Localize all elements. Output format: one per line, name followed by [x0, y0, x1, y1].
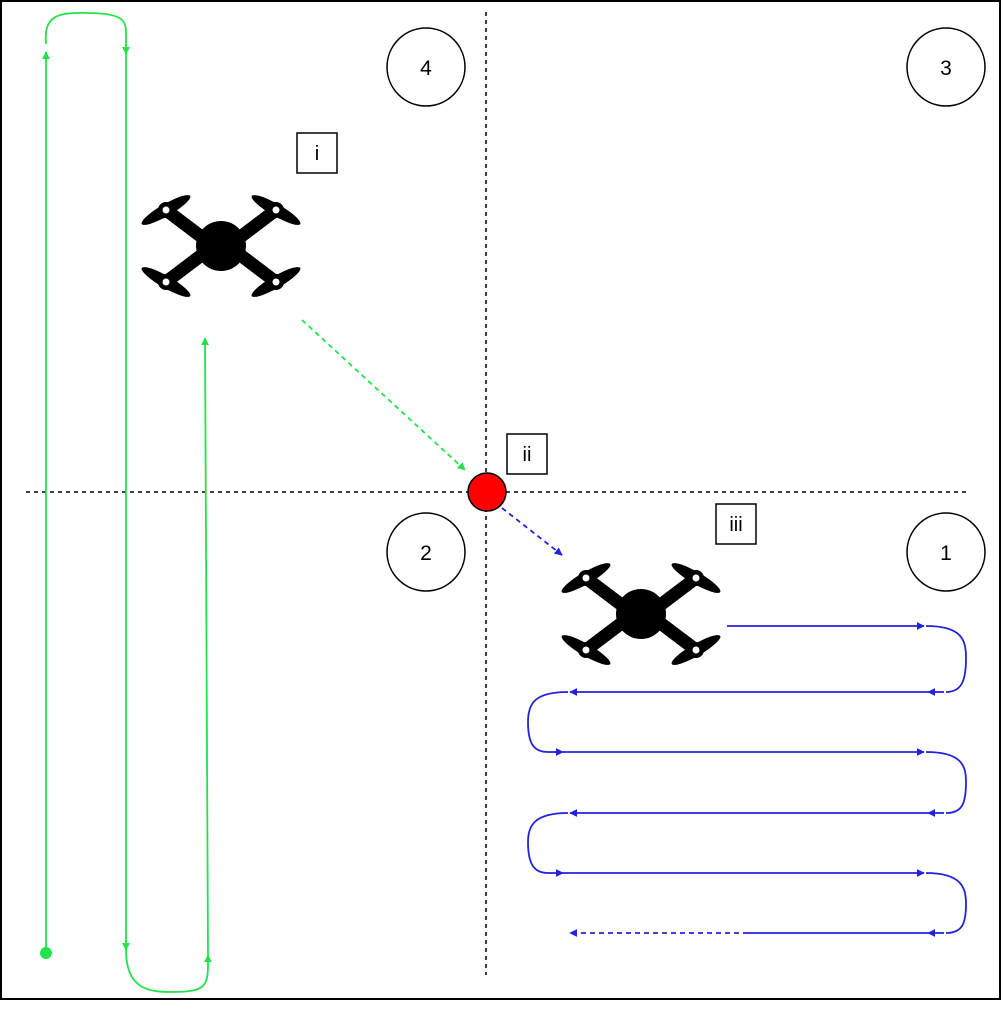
phase-ii-label: ii: [523, 444, 532, 466]
phase-iii-box: iii: [715, 503, 757, 545]
green-transit-arrow: [301, 319, 466, 471]
blue-turn-5: [925, 872, 967, 934]
phase-ii-box: ii: [506, 433, 548, 475]
quadrant-2-label: 2: [420, 542, 432, 565]
phase-i-label: i: [315, 143, 319, 165]
phase-iii-label: iii: [729, 514, 742, 536]
blue-turn-1: [925, 625, 967, 693]
quadrant-4-label: 4: [420, 57, 432, 80]
quadrant-3-marker: 3: [906, 27, 986, 107]
green-leg-up-2: [201, 337, 210, 956]
green-search-path: [40, 12, 212, 993]
blue-turn-3: [925, 751, 967, 814]
quadrant-1-label: 1: [940, 542, 952, 565]
quadrant-2-marker: 2: [386, 512, 466, 592]
blue-transit-arrow: [501, 507, 563, 556]
blue-turn-2: [527, 691, 569, 753]
red-dot-icon: [467, 472, 507, 512]
quadrant-1-marker: 1: [906, 512, 986, 592]
green-turn-bottom: [125, 949, 209, 993]
quadrant-4-marker: 4: [386, 27, 466, 107]
green-turn-top: [44, 12, 127, 45]
quadrant-3-label: 3: [940, 57, 952, 80]
phase-i-box: i: [296, 132, 338, 174]
blue-turn-4: [527, 812, 569, 874]
blue-search-path: [527, 622, 967, 937]
